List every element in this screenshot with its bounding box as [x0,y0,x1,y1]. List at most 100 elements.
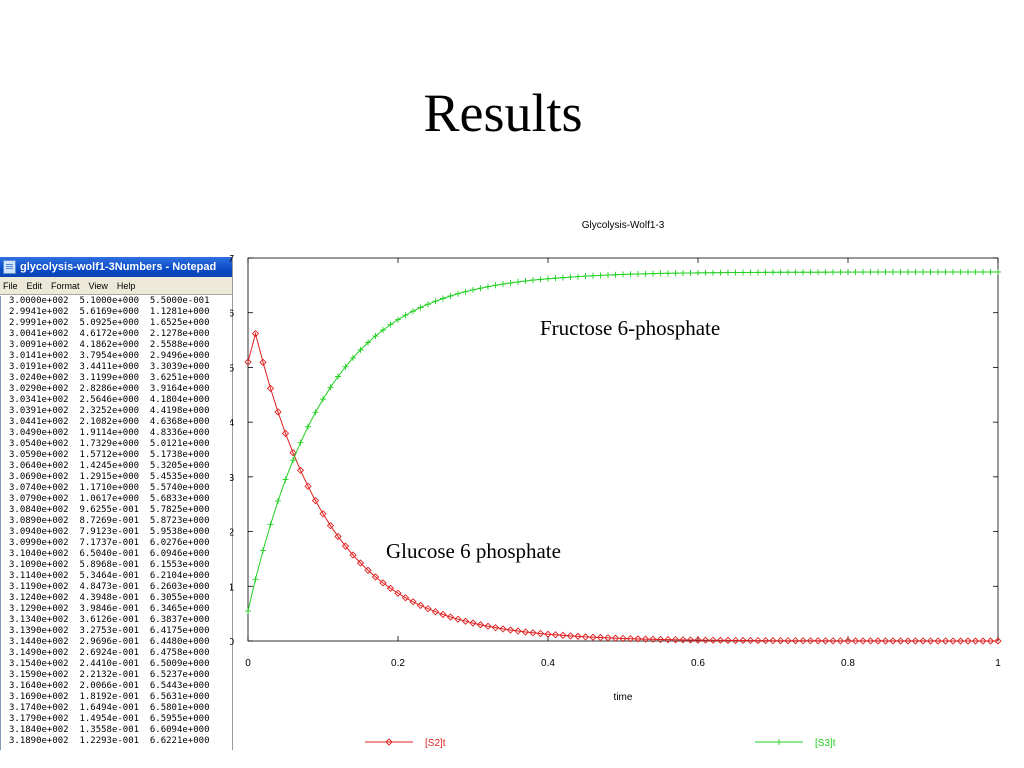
series-s3-point [935,268,941,275]
series-s3-point [657,270,664,277]
series-s2-point [814,637,822,645]
series-s2-point [281,429,290,437]
series-s3-point [747,269,754,276]
series-s2-point [829,637,837,645]
notepad-data-row: 3.0290e+002 2.8286e+000 3.9164e+000 [9,384,210,394]
series-s2-point [619,634,627,643]
series-s2-point [881,637,890,645]
series-s3-point [830,269,836,276]
series-s2-point [949,637,957,645]
series-s2-point [551,631,560,639]
series-s2-point [259,358,267,366]
menu-format[interactable]: Format [51,280,80,291]
series-s2-point [686,636,695,644]
series-s3-point [462,288,469,295]
series-s2-point [296,466,305,474]
series-s2-point [311,497,320,505]
series-s3-point [515,278,521,285]
series-s3-point [777,269,784,276]
series-s2-point [274,408,282,416]
notepad-data-row: 3.0091e+002 4.1862e+000 2.5588e+000 [9,340,210,350]
notepad-data-row: 3.0391e+002 2.3252e+000 4.4198e+000 [9,406,210,416]
series-s2-point [761,636,770,645]
series-s3-point [710,269,716,276]
series-s3-point [672,270,679,277]
notepad-icon [3,260,16,274]
series-s2-point [394,589,402,597]
series-s2-point [371,573,380,581]
series-s3-point [507,279,514,286]
series-s3-point [320,396,326,403]
series-s2-point [244,358,252,366]
notepad-data-row: 3.0341e+002 2.5646e+000 4.1804e+000 [9,395,210,405]
chart-title: Glycolysis-Wolf1-3 [582,220,665,231]
series-s2-point [709,636,717,644]
notepad-text-area[interactable]: 3.0000e+002 5.1000e+000 5.5000e-001 2.994… [0,296,232,750]
notepad-data-row: 3.1090e+002 5.8968e-001 6.1553e+000 [9,560,210,570]
series-s2-point [904,637,912,645]
notepad-data-row: 3.1190e+002 4.8473e-001 6.2603e+000 [9,582,210,592]
x-tick-label: 0 [245,658,251,669]
series-s2-point [889,637,897,645]
series-s3-point [770,269,776,276]
series-s2-point [596,633,605,642]
series-s3-point [297,439,304,446]
series-s3-point [815,269,821,276]
series-s3-point [260,547,266,554]
series-s3-point [492,282,499,289]
series-s3-point [950,268,956,275]
series-s3-point [537,276,544,283]
x-tick-label: 1 [995,658,1001,669]
series-s3-point [665,270,671,277]
series-s2-point [416,601,425,610]
series-s3-point [575,273,581,280]
notepad-data-row: 3.0000e+002 5.1000e+000 5.5000e-001 [9,296,210,306]
notepad-data-row: 3.1890e+002 1.2293e-001 6.6221e+000 [9,736,210,746]
series-s2-point [919,637,927,645]
series-s2-point [784,637,792,645]
series-s3-point [912,269,919,276]
series-s3-point [342,363,349,370]
y-tick-label: 1 [230,582,234,593]
series-s2-point [671,636,680,644]
notepad-titlebar[interactable]: glycolysis-wolf1-3Numbers - Notepad [0,257,232,277]
series-s2-point [424,605,432,613]
series-s2-point [469,619,477,627]
series-s3-point [740,269,746,276]
menu-edit[interactable]: Edit [26,280,43,291]
notepad-data-row: 3.1340e+002 3.6126e-001 6.3837e+000 [9,615,210,625]
x-tick-label: 0.2 [391,658,405,669]
series-s3-point [372,333,379,340]
series-s3-point [852,269,859,276]
menu-view[interactable]: View [88,280,108,291]
notepad-data-row: 3.1390e+002 3.2753e-001 6.4175e+000 [9,626,210,636]
series-s2-point [356,559,365,567]
menu-help[interactable]: Help [116,280,136,291]
series-s2-point [979,637,987,645]
glycolysis-chart: Glycolysis-Wolf1-3 0 0.2 0.4 0.6 0.8 1 0 1 2 3 4 5 6… [230,220,1002,749]
x-axis-label: time [614,692,633,703]
series-s2-point [251,330,260,338]
series-s3-point [447,292,454,299]
y-tick-label: 2 [230,528,234,539]
series-s2-point [326,522,335,530]
series-s2-point [289,449,297,457]
series-s2-point [499,625,507,633]
series-s2-point [386,584,395,592]
series-s3-point [785,269,791,276]
series-s3-point [702,269,709,276]
series-s3-point [755,269,761,276]
series-s3-point [875,269,881,276]
notepad-window[interactable]: glycolysis-wolf1-3Numbers - Notepad File… [0,257,233,750]
menu-file[interactable]: File [3,280,18,291]
series-s3-point [485,283,491,290]
series-s3-point [725,269,731,276]
series-s3-point [305,423,311,430]
series-s3-point [695,269,701,276]
series-s2-point [821,637,830,645]
legend-s2-marker [385,738,393,746]
series-s2-point [911,637,920,645]
series-s3-point [440,295,446,302]
series-s2-point [349,551,357,559]
series-s3-point [680,270,686,277]
